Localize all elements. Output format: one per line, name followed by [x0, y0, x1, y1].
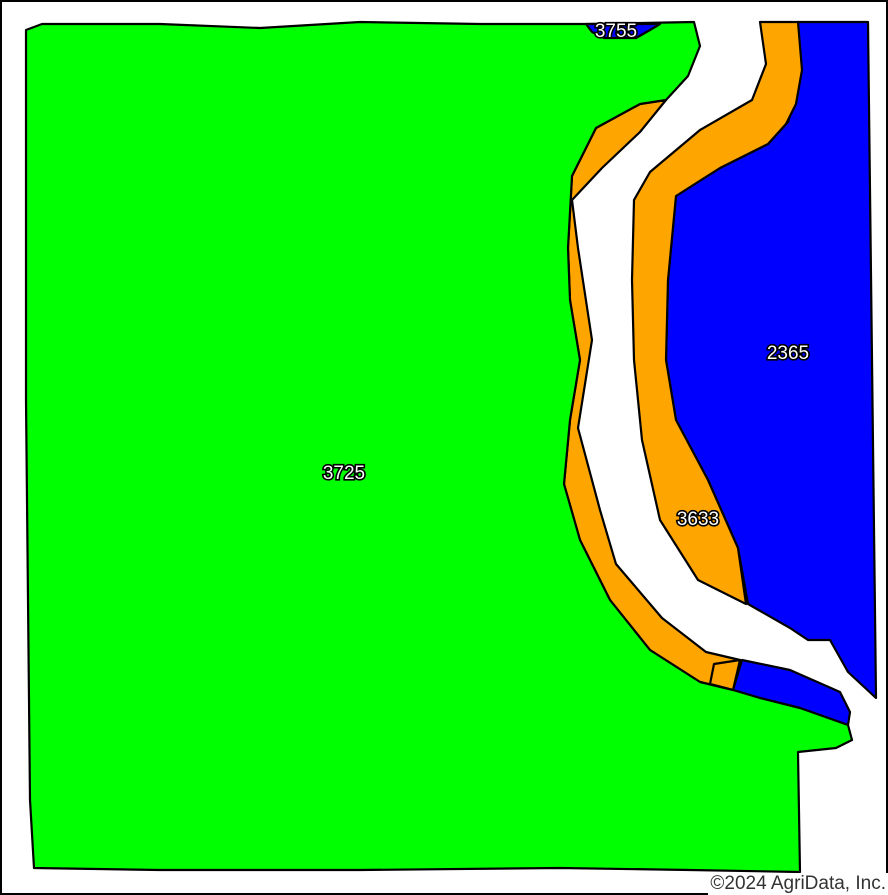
soil-label-2365: 2365 [767, 343, 809, 364]
soil-unit-3725-polygon[interactable] [24, 20, 854, 874]
copyright-text: ©2024 AgriData, Inc. [708, 873, 888, 895]
soil-label-3725: 3725 [323, 463, 365, 484]
soil-unit-3755-polygon[interactable] [584, 22, 662, 40]
soil-unit-3633-polygon[interactable] [630, 20, 804, 606]
soil-label-3755: 3755 [595, 21, 637, 42]
soil-label-3633: 3633 [677, 509, 719, 530]
